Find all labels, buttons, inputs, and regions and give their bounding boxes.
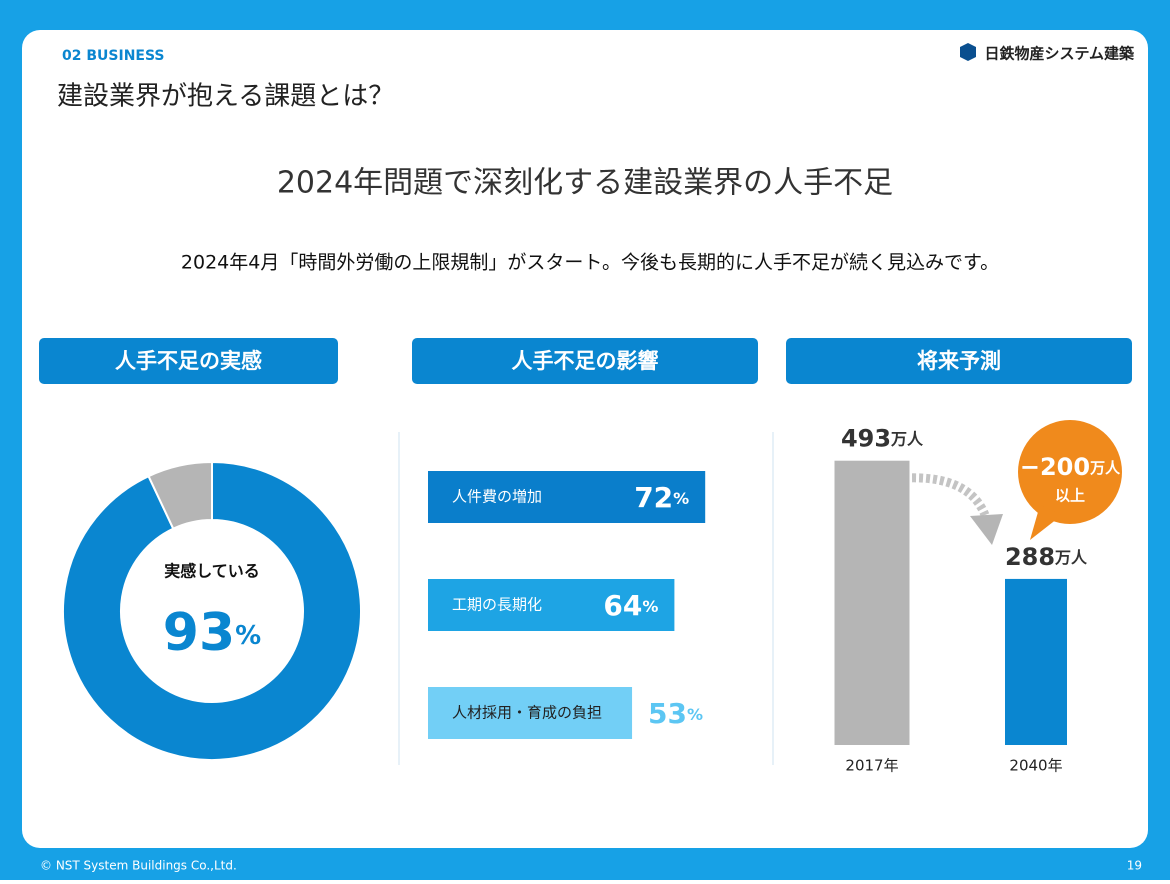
- bar: [1005, 578, 1067, 745]
- bar: [428, 471, 706, 523]
- forecast-arrow: [904, 420, 1122, 545]
- bar-value-label: 53%: [648, 697, 703, 730]
- panel-title: 将来予測: [917, 349, 1001, 373]
- x-tick-label: 2017年: [845, 757, 898, 775]
- x-tick-label: 2040年: [1009, 757, 1062, 775]
- bubble-tail: [1030, 505, 1062, 540]
- donut-value: 93%: [163, 603, 261, 663]
- headline: 2024年問題で深刻化する建設業界の人手不足: [277, 166, 893, 201]
- lead: 2024年4月「時間外労働の上限規制」がスタート。今後も長期的に人手不足が続く見…: [181, 252, 999, 274]
- annotation: 以上: [1055, 487, 1085, 505]
- logo: 日鉄物産システム建築: [960, 43, 1135, 63]
- panel-title: 人手不足の実感: [115, 349, 262, 373]
- bar: [428, 579, 675, 631]
- bar-category: 人件費の増加: [452, 488, 542, 506]
- bar-value-label: 493万人: [841, 425, 924, 453]
- annotation: −200万人: [1020, 453, 1121, 481]
- arrow-shaft: [904, 473, 990, 517]
- bar-value-label: 64%: [603, 589, 658, 622]
- bar-category: 人材採用・育成の負担: [452, 704, 602, 722]
- copyright: © NST System Buildings Co.,Ltd.: [40, 859, 237, 873]
- logo-icon: [960, 43, 976, 61]
- panel-header: [39, 338, 338, 384]
- panel-header: [412, 338, 758, 384]
- arrow-head: [970, 514, 1003, 545]
- page-number: 19: [1127, 859, 1142, 873]
- bar-category: 工期の長期化: [452, 596, 542, 614]
- page-title: 建設業界が抱える課題とは？: [57, 82, 394, 112]
- donut-segment: [62, 460, 362, 761]
- bar-value-label: 72%: [634, 481, 689, 514]
- panel-title: 人手不足の影響: [512, 349, 659, 373]
- bar: [834, 460, 910, 745]
- donut-center-label: 実感している: [164, 562, 260, 581]
- bubble: [1018, 420, 1122, 524]
- section-label: 02 BUSINESS: [62, 48, 165, 64]
- panel-header: [786, 338, 1132, 384]
- logo-text: 日鉄物産システム建築: [984, 45, 1135, 63]
- bar: [428, 687, 633, 739]
- bar-value-label: 288万人: [1005, 543, 1088, 571]
- donut-segment: [147, 460, 213, 530]
